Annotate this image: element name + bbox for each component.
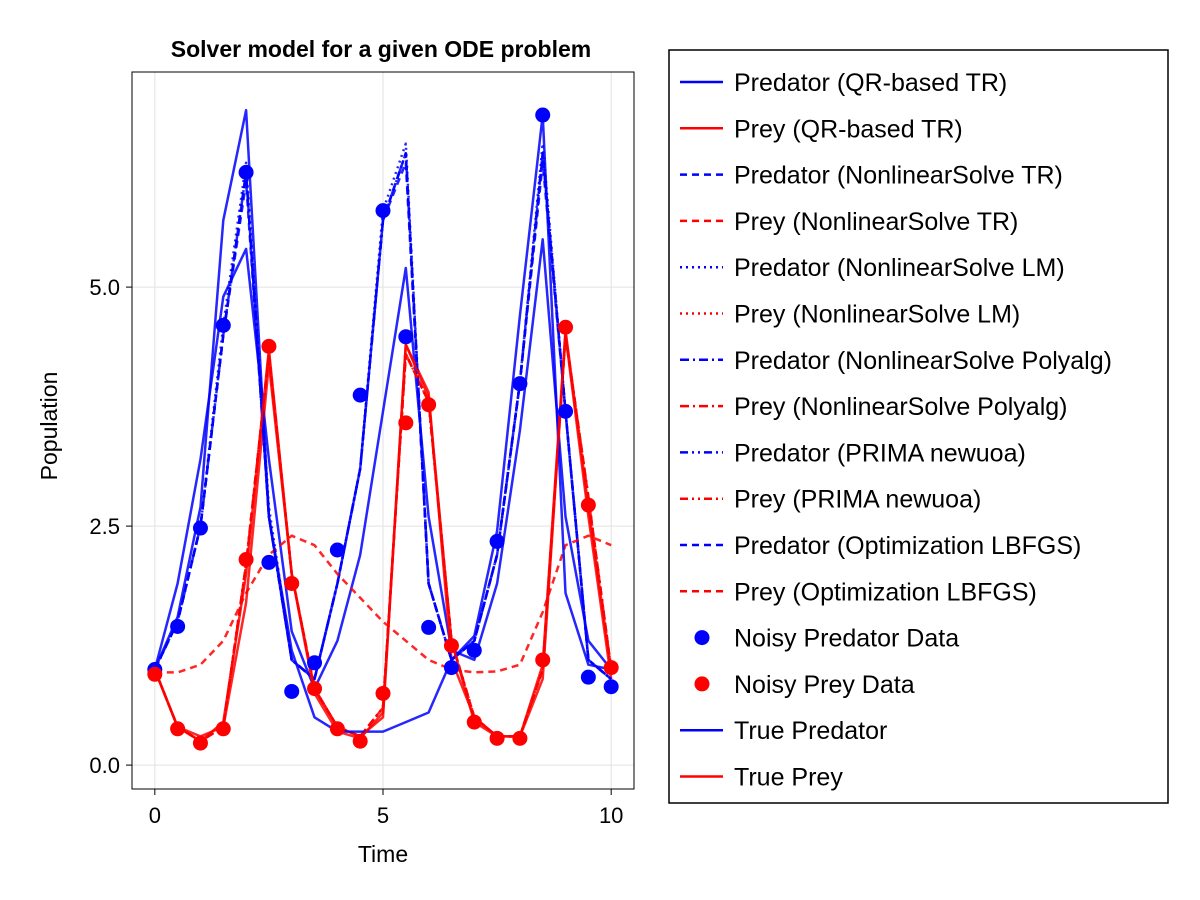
- data-point-noisy-predator-data: [352, 387, 368, 403]
- y-axis-label: Population: [36, 372, 62, 481]
- legend-entry-prey-nonlinearsolve-tr: Prey (NonlinearSolve TR): [680, 208, 1018, 236]
- series-line-true-prey: [153, 328, 613, 743]
- legend-entry-predator-prima-newuoa: Predator (PRIMA newuoa): [680, 439, 1026, 467]
- legend-entry-true-prey: True Prey: [680, 764, 843, 792]
- legend-entry-predator-qr-based-tr: Predator (QR-based TR): [680, 69, 1007, 97]
- data-point-noisy-prey-data: [512, 730, 528, 746]
- legend-marker: [694, 676, 710, 692]
- data-point-noisy-predator-data: [170, 618, 186, 634]
- y-tick-label: 5.0: [89, 275, 120, 300]
- data-point-noisy-predator-data: [215, 317, 231, 333]
- x-tick-label: 0: [149, 803, 161, 828]
- data-point-noisy-predator-data: [421, 619, 437, 635]
- data-point-noisy-predator-data: [580, 669, 596, 685]
- data-point-noisy-prey-data: [398, 415, 414, 431]
- legend-label: Predator (Optimization LBFGS): [734, 532, 1081, 560]
- series-line-predator-nonlinearsolve-lm: [153, 142, 613, 681]
- y-tick-label: 2.5: [89, 514, 120, 539]
- data-point-noisy-prey-data: [192, 735, 208, 751]
- series-line-prey-qr-based-tr: [153, 333, 613, 738]
- legend-label: True Prey: [734, 764, 843, 792]
- data-point-noisy-predator-data: [535, 107, 551, 123]
- data-point-noisy-predator-data: [307, 655, 323, 671]
- x-axis-label: Time: [358, 841, 408, 867]
- legend-entry-noisy-prey-data: Noisy Prey Data: [694, 671, 915, 699]
- data-point-noisy-predator-data: [261, 554, 277, 570]
- legend-label: Prey (NonlinearSolve Polyalg): [734, 393, 1067, 421]
- data-point-noisy-prey-data: [215, 721, 231, 737]
- data-point-noisy-predator-data: [558, 403, 574, 419]
- y-tick-label: 0.0: [89, 753, 120, 778]
- data-point-noisy-prey-data: [580, 497, 596, 513]
- legend-label: Predator (NonlinearSolve LM): [734, 254, 1065, 282]
- data-point-noisy-prey-data: [238, 552, 254, 568]
- legend-marker: [694, 630, 710, 646]
- x-tick-label: 5: [377, 803, 389, 828]
- x-tick-label: 10: [599, 803, 623, 828]
- legend-label: True Predator: [734, 717, 887, 745]
- data-point-noisy-prey-data: [147, 666, 163, 682]
- legend-label: Noisy Predator Data: [734, 625, 959, 653]
- legend-label: Prey (Optimization LBFGS): [734, 578, 1037, 606]
- legend-label: Predator (PRIMA newuoa): [734, 439, 1026, 467]
- data-point-noisy-prey-data: [352, 733, 368, 749]
- data-point-noisy-prey-data: [535, 652, 551, 668]
- legend-entry-prey-qr-based-tr: Prey (QR-based TR): [680, 115, 963, 143]
- legend: Predator (QR-based TR) Prey (QR-based TR)…: [680, 69, 1112, 792]
- data-point-noisy-predator-data: [466, 642, 482, 658]
- data-point-noisy-prey-data: [558, 319, 574, 335]
- data-point-noisy-predator-data: [192, 520, 208, 536]
- data-point-noisy-predator-data: [443, 660, 459, 676]
- data-point-noisy-predator-data: [512, 376, 528, 392]
- data-point-noisy-predator-data: [284, 683, 300, 699]
- data-point-noisy-predator-data: [489, 533, 505, 549]
- data-point-noisy-prey-data: [170, 721, 186, 737]
- chart-title: Solver model for a given ODE problem: [171, 36, 591, 62]
- series-line-prey-optimization-lbfgs: [154, 534, 612, 674]
- data-point-noisy-prey-data: [466, 714, 482, 730]
- data-point-noisy-prey-data: [329, 721, 345, 737]
- legend-label: Predator (QR-based TR): [734, 69, 1007, 97]
- legend-label: Prey (PRIMA newuoa): [734, 486, 981, 514]
- legend-label: Prey (NonlinearSolve LM): [734, 301, 1020, 329]
- data-point-noisy-prey-data: [443, 638, 459, 654]
- legend-label: Predator (NonlinearSolve TR): [734, 162, 1063, 190]
- data-point-noisy-predator-data: [398, 329, 414, 345]
- data-point-noisy-prey-data: [307, 681, 323, 697]
- legend-entry-predator-nonlinearsolve-lm: Predator (NonlinearSolve LM): [680, 254, 1065, 282]
- legend-label: Prey (NonlinearSolve TR): [734, 208, 1018, 236]
- axis-ticks: 0 5 10 0.0 2.5 5.0: [89, 275, 623, 828]
- series-line-predator-optimization-lbfgs: [153, 161, 613, 681]
- legend-box: [668, 49, 1169, 804]
- legend-entry-predator-nonlinearsolve-polyalg: Predator (NonlinearSolve Polyalg): [680, 347, 1112, 375]
- legend-entry-prey-nonlinearsolve-lm: Prey (NonlinearSolve LM): [680, 301, 1020, 329]
- plot-area: [147, 107, 619, 751]
- legend-entry-prey-optimization-lbfgs: Prey (Optimization LBFGS): [680, 578, 1037, 606]
- data-point-noisy-predator-data: [329, 542, 345, 558]
- legend-entry-predator-nonlinearsolve-tr: Predator (NonlinearSolve TR): [680, 162, 1063, 190]
- legend-entry-predator-optimization-lbfgs: Predator (Optimization LBFGS): [680, 532, 1081, 560]
- legend-label: Noisy Prey Data: [734, 671, 915, 699]
- data-point-noisy-predator-data: [375, 203, 391, 219]
- data-point-noisy-prey-data: [261, 338, 277, 354]
- legend-entry-prey-prima-newuoa: Prey (PRIMA newuoa): [680, 486, 981, 514]
- data-point-noisy-prey-data: [375, 685, 391, 701]
- legend-label: Prey (QR-based TR): [734, 115, 963, 143]
- data-point-noisy-predator-data: [238, 164, 254, 180]
- data-point-noisy-prey-data: [603, 660, 619, 676]
- legend-label: Predator (NonlinearSolve Polyalg): [734, 347, 1112, 375]
- data-point-noisy-prey-data: [284, 575, 300, 591]
- legend-entry-noisy-predator-data: Noisy Predator Data: [694, 625, 959, 653]
- series-line-predator-prima-newuoa: [153, 152, 613, 681]
- data-point-noisy-prey-data: [489, 730, 505, 746]
- legend-entry-prey-nonlinearsolve-polyalg: Prey (NonlinearSolve Polyalg): [680, 393, 1067, 421]
- data-point-noisy-predator-data: [603, 679, 619, 695]
- series-line-true-predator: [153, 108, 612, 733]
- legend-entry-true-predator: True Predator: [680, 717, 887, 745]
- data-point-noisy-prey-data: [421, 397, 437, 413]
